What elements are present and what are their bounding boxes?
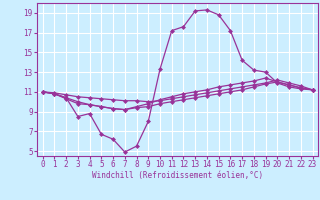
X-axis label: Windchill (Refroidissement éolien,°C): Windchill (Refroidissement éolien,°C)	[92, 171, 263, 180]
